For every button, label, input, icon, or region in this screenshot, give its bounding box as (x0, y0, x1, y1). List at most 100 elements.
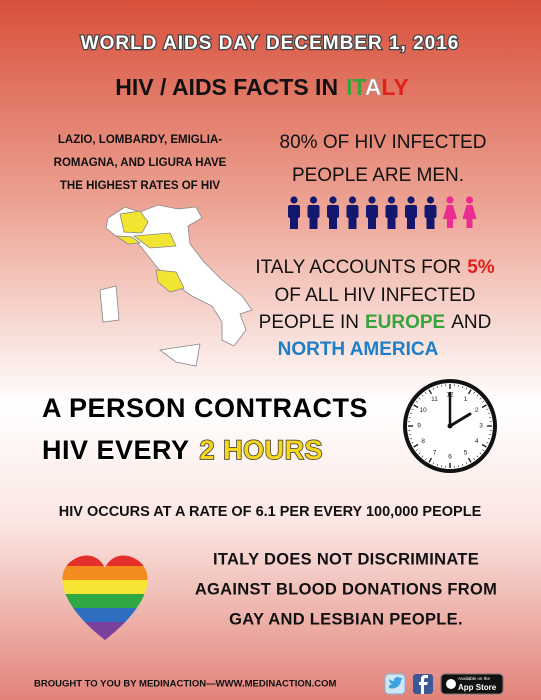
clock-tick (436, 385, 438, 389)
hour-hand (448, 412, 472, 428)
bird (389, 677, 403, 689)
clock-tick (486, 441, 489, 444)
donation-text: ITALY DOES NOT DISCRIMINATE AGAINST BLOO… (195, 550, 497, 628)
stripe (62, 594, 148, 608)
frequency-line: HIV EVERY 2 HOURS (42, 435, 323, 465)
body (424, 205, 437, 218)
clock-tick (476, 455, 479, 458)
text-line: THE HIGHEST RATES OF HIV (60, 180, 220, 192)
clock: 121234567891011 (403, 379, 497, 473)
credit: BROUGHT TO YOU BY MEDINACTION—WWW.MEDINA… (34, 679, 336, 690)
clock-tick (411, 408, 414, 411)
head (387, 196, 396, 204)
man-icon (405, 196, 417, 229)
men-text: 80% OF HIV INFECTED PEOPLE ARE MEN. (280, 132, 487, 186)
lombardy (119, 210, 149, 234)
legs (447, 219, 453, 228)
title-ly: LY (381, 74, 408, 100)
head (465, 196, 474, 204)
man-icon (385, 196, 398, 229)
clock-number: 8 (421, 438, 425, 445)
clock-tick (479, 452, 482, 455)
legs (387, 217, 396, 229)
stripe (62, 566, 148, 580)
stripe (62, 580, 148, 594)
text-line: 80% OF HIV INFECTED (280, 132, 487, 153)
clock-tick (481, 443, 487, 448)
head (329, 196, 337, 204)
man-icon (288, 196, 300, 229)
clock-tick (428, 457, 433, 463)
clock-tick (421, 394, 424, 397)
text-line: OF ALL HIV INFECTED (275, 285, 476, 306)
people-icons (288, 196, 477, 229)
highlight: 2 HOURS (200, 435, 324, 465)
body (307, 205, 320, 218)
clock-tick (467, 389, 472, 395)
twitter-icon (384, 673, 406, 695)
clock-tick (411, 441, 414, 444)
sicily (158, 343, 201, 367)
italy-map (99, 204, 253, 367)
legs (466, 219, 473, 228)
clock-tick (418, 452, 421, 455)
app-store-badge: Available on the App Store (440, 673, 504, 695)
clock-number: 6 (448, 454, 452, 461)
body (346, 205, 359, 218)
body (327, 205, 339, 218)
body (288, 205, 300, 218)
legs (348, 217, 357, 229)
clock-number: 2 (475, 407, 479, 414)
title-text: HIV / AIDS FACTS IN (115, 74, 338, 100)
liguria (114, 235, 142, 245)
clock-tick (465, 462, 468, 465)
clock-number: 4 (475, 438, 479, 445)
badge-big: App Store (458, 683, 497, 692)
clock-tick (428, 389, 433, 395)
legs (368, 217, 376, 229)
clock-tick (482, 449, 485, 451)
clock-tick (467, 457, 472, 463)
clock-tick (432, 462, 435, 465)
clock-tick (432, 387, 435, 390)
frequency-line: A PERSON CONTRACTS (42, 393, 368, 423)
clock-tick (415, 401, 418, 403)
woman-icon (443, 196, 457, 228)
badge-small: Available on the (458, 676, 490, 681)
head (290, 196, 298, 204)
clock-number: 11 (431, 396, 438, 403)
text-line: GAY AND LESBIAN PEOPLE. (229, 610, 463, 628)
text: ITALY ACCOUNTS FOR (255, 257, 461, 278)
text-line: PEOPLE ARE MEN. (292, 165, 464, 186)
text-line: AGAINST BLOOD DONATIONS FROM (195, 580, 497, 598)
clock-tick (413, 404, 419, 409)
head (446, 196, 454, 204)
man-icon (307, 196, 320, 229)
rate-text: HIV OCCURS AT A RATE OF 6.1 PER EVERY 10… (59, 504, 482, 520)
clock-tick (425, 458, 427, 461)
legs (407, 217, 415, 229)
head (368, 196, 376, 204)
clock-tick (409, 438, 413, 440)
legs (290, 217, 298, 229)
event-title: WORLD AIDS DAY DECEMBER 1, 2016 (81, 33, 460, 54)
text: PEOPLE IN (259, 312, 359, 333)
man-icon (327, 196, 339, 229)
clock-tick (479, 397, 482, 400)
body (366, 205, 378, 218)
text-line: PEOPLE IN EUROPE AND (259, 312, 492, 333)
clock-tick (473, 391, 475, 394)
clock-tick (465, 387, 468, 390)
body (462, 205, 477, 219)
facebook-icon (413, 674, 433, 694)
clock-tick (487, 412, 491, 414)
clock-tick (413, 443, 419, 448)
body (385, 205, 398, 218)
head (348, 196, 357, 204)
man-icon (366, 196, 378, 229)
highlight: EUROPE (365, 312, 445, 333)
f (419, 675, 428, 694)
highlight: 5% (467, 257, 495, 278)
clock-tick (481, 404, 487, 409)
